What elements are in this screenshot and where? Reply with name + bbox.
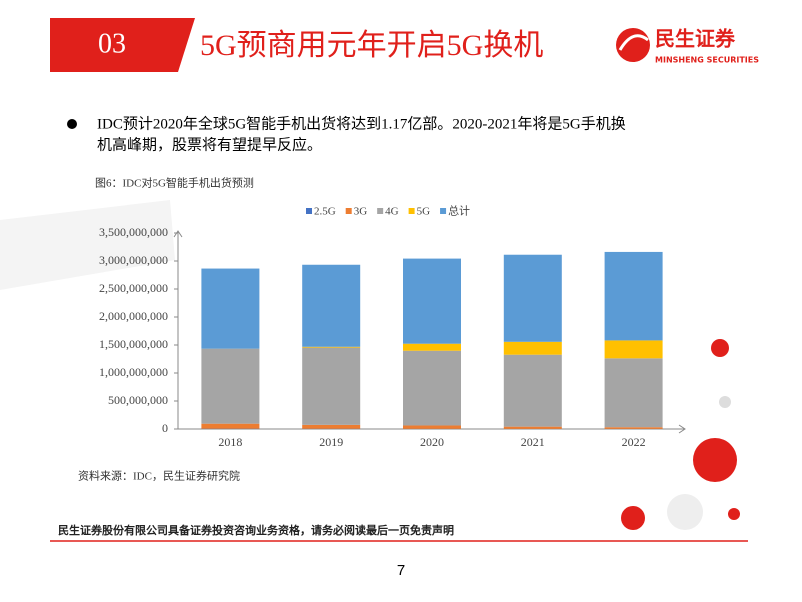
bar-segment xyxy=(503,341,562,355)
logo-name: 民生证券 xyxy=(655,27,736,51)
legend-label: 2.5G xyxy=(314,206,336,218)
y-tick-label: 3,500,000,000 xyxy=(99,225,168,239)
bar-segment xyxy=(604,340,663,359)
legend-swatch xyxy=(377,208,384,214)
logo-sub: MINSHENG SECURITIES xyxy=(655,56,759,65)
page-number: 7 xyxy=(397,562,405,579)
bar-segment xyxy=(503,354,562,427)
bar-segment xyxy=(201,268,260,349)
slide-title: 5G预商用元年开启5G换机 xyxy=(200,29,543,62)
bar-segment xyxy=(604,358,663,428)
deco-circle xyxy=(711,339,729,357)
axis-arrow xyxy=(173,230,183,238)
y-tick-label: 500,000,000 xyxy=(108,393,168,407)
y-tick-label: 1,000,000,000 xyxy=(99,365,168,379)
deco-circle xyxy=(693,438,737,482)
legend-swatch xyxy=(440,208,447,214)
axis-arrow xyxy=(678,424,686,434)
deco-circle xyxy=(621,506,645,530)
legend-label: 4G xyxy=(385,206,399,218)
bar-segment xyxy=(403,258,461,344)
bar-segment xyxy=(302,424,361,429)
x-tick-label: 2022 xyxy=(622,435,646,449)
logo-mark xyxy=(618,34,649,51)
x-tick-label: 2018 xyxy=(218,435,242,449)
bar-segment xyxy=(302,264,361,347)
bullet-dot xyxy=(67,119,77,129)
source: 资料来源：IDC，民生证券研究院 xyxy=(78,469,240,483)
bar-segment xyxy=(403,350,461,426)
y-tick-label: 3,000,000,000 xyxy=(99,253,168,267)
legend-swatch xyxy=(408,208,415,214)
legend-swatch xyxy=(306,208,312,214)
bar-segment xyxy=(604,427,663,429)
bar-segment xyxy=(302,347,361,425)
y-tick-label: 0 xyxy=(162,421,168,435)
legend-label: 总计 xyxy=(448,204,470,218)
x-tick-label: 2021 xyxy=(521,435,545,449)
deco-circle xyxy=(719,396,731,408)
bullet-text: IDC预计2020年全球5G智能手机出货将达到1.17亿部。2020-2021年… xyxy=(97,114,626,132)
y-tick-label: 1,500,000,000 xyxy=(99,337,168,351)
bar-segment xyxy=(201,423,260,429)
y-tick-label: 2,500,000,000 xyxy=(99,281,168,295)
x-tick-label: 2019 xyxy=(319,435,343,449)
bar-segment xyxy=(604,251,663,341)
bar-segment xyxy=(403,343,461,351)
header-box xyxy=(50,18,195,72)
bullet-text: 机高峰期，股票将有望提早反应。 xyxy=(97,135,322,153)
deco-circle xyxy=(667,494,703,530)
legend-label: 3G xyxy=(354,206,368,218)
section-number: 03 xyxy=(98,28,126,59)
deco-circle xyxy=(728,508,740,520)
chart-title: 图6：IDC对5G智能手机出货预测 xyxy=(95,176,254,190)
x-tick-label: 2020 xyxy=(420,435,444,449)
legend-label: 5G xyxy=(417,206,431,218)
footer: 民生证券股份有限公司具备证券投资咨询业务资格，请务必阅读最后一页免责声明 xyxy=(58,523,454,537)
bar-segment xyxy=(302,346,361,348)
y-tick-label: 2,000,000,000 xyxy=(99,309,168,323)
legend-swatch xyxy=(345,208,352,214)
bar-segment xyxy=(503,426,562,429)
bar-segment xyxy=(403,425,461,429)
deco-shape xyxy=(0,200,175,290)
logo-mark xyxy=(616,28,650,62)
bar-segment xyxy=(503,254,562,342)
bar-segment xyxy=(201,348,260,424)
